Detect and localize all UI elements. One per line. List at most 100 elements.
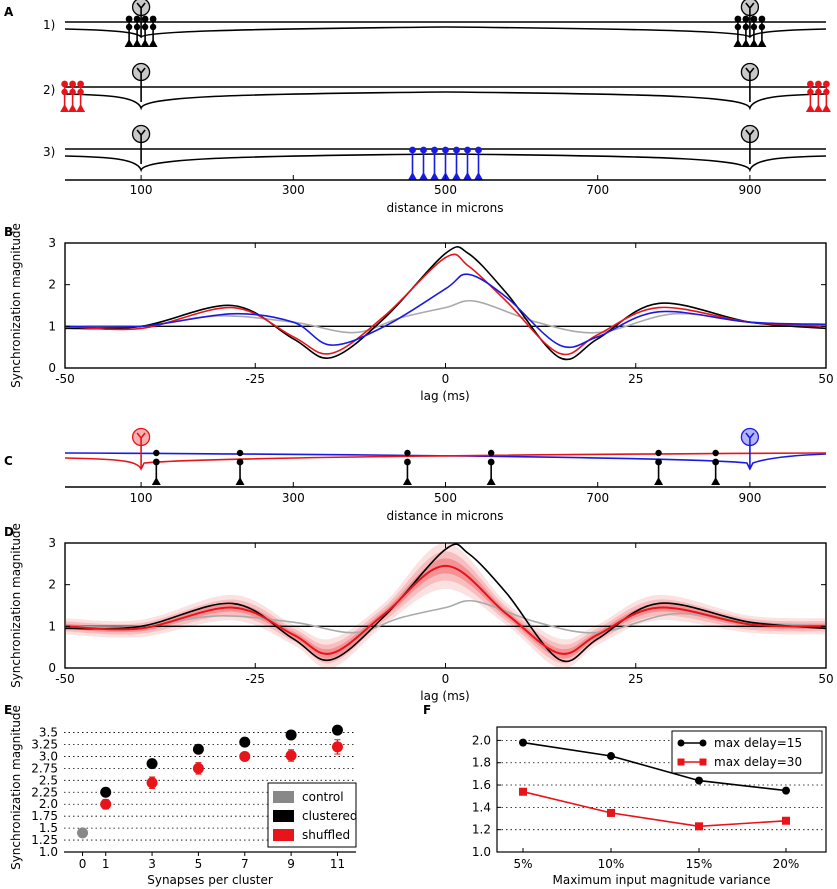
synapse-head-icon bbox=[141, 15, 149, 23]
synapse-icon bbox=[68, 80, 78, 112]
synapse-icon bbox=[486, 458, 496, 485]
synapse-head-icon bbox=[750, 23, 758, 31]
y-tick-label: 1 bbox=[48, 619, 56, 633]
synapse-icon bbox=[749, 15, 759, 47]
synapse-head-icon bbox=[404, 449, 411, 457]
synapse-icon bbox=[463, 146, 472, 180]
series-marker bbox=[607, 808, 615, 817]
synapse-triangle-icon bbox=[132, 39, 142, 47]
y-tick-label: 1.0 bbox=[39, 845, 58, 859]
x-axis-label: distance in microns bbox=[387, 509, 504, 523]
series-marker bbox=[782, 786, 790, 795]
clustered-point bbox=[331, 724, 343, 736]
y-tick-label: 1.6 bbox=[472, 778, 491, 792]
synapse-head-icon bbox=[822, 80, 830, 88]
synapse-head-icon bbox=[69, 88, 76, 96]
x-tick-label: 700 bbox=[586, 491, 609, 505]
x-tick-label: 5 bbox=[195, 857, 203, 871]
x-axis-label: Synapses per cluster bbox=[147, 873, 273, 887]
clustered-point bbox=[285, 729, 297, 741]
synapse-triangle-icon bbox=[463, 172, 472, 180]
y-tick-label: 2 bbox=[48, 578, 56, 592]
row-label: 1) bbox=[43, 18, 55, 32]
dendrite-lower-line bbox=[64, 91, 827, 111]
synapse-triangle-icon bbox=[140, 39, 150, 47]
legend-marker bbox=[677, 758, 685, 766]
synapse-head-icon bbox=[149, 15, 157, 23]
dendrite-icon bbox=[745, 2, 755, 15]
legend-marker bbox=[699, 739, 707, 747]
synapse-head-icon bbox=[742, 15, 750, 23]
legend-swatch bbox=[273, 810, 294, 822]
y-tick-label: 3.5 bbox=[39, 726, 58, 740]
synapse-triangle-icon bbox=[408, 172, 417, 180]
clustered-point bbox=[192, 743, 204, 755]
neuron-icon bbox=[131, 62, 151, 82]
clustered-point bbox=[100, 786, 112, 798]
x-tick-label: 900 bbox=[738, 183, 761, 197]
legend-label: clustered bbox=[302, 809, 358, 823]
x-tick-label: -25 bbox=[245, 372, 265, 386]
series-line-control bbox=[64, 599, 827, 634]
x-axis-label: lag (ms) bbox=[420, 389, 469, 403]
series-line-max-delay-15 bbox=[522, 741, 787, 792]
dendrite-icon bbox=[136, 2, 146, 15]
synapse-head-icon bbox=[453, 146, 460, 154]
row-label: 3) bbox=[43, 145, 55, 159]
synapse-head-icon bbox=[758, 23, 766, 31]
synapse-triangle-icon bbox=[711, 477, 721, 485]
synapse-head-icon bbox=[61, 80, 69, 88]
x-tick-label: 25 bbox=[628, 672, 643, 686]
plot-frame bbox=[64, 242, 827, 369]
neuron-icon bbox=[740, 62, 760, 82]
dendrite-red-line bbox=[64, 452, 827, 471]
dendrite-icon bbox=[745, 67, 755, 80]
neuron-icon bbox=[740, 427, 760, 447]
dendrite-icon bbox=[745, 129, 755, 142]
x-axis-label: lag (ms) bbox=[420, 689, 469, 703]
shuffled-point bbox=[100, 798, 112, 810]
y-tick-label: 2 bbox=[48, 278, 56, 292]
synapse-icon bbox=[151, 458, 161, 485]
x-tick-label: 0 bbox=[442, 672, 450, 686]
synapse-triangle-icon bbox=[757, 39, 767, 47]
synapse-head-icon bbox=[442, 146, 449, 154]
shuffled-point bbox=[146, 777, 158, 789]
panel-letter-C: C bbox=[4, 454, 13, 468]
x-tick-label: 15% bbox=[686, 857, 713, 871]
y-tick-label: 3 bbox=[48, 236, 56, 250]
y-axis-label: Synchronization magnitude bbox=[9, 523, 23, 688]
series-marker bbox=[519, 738, 527, 747]
y-tick-label: 2.5 bbox=[39, 773, 58, 787]
synapse-head-icon bbox=[806, 80, 814, 88]
series-marker bbox=[695, 776, 703, 785]
synapse-head-icon bbox=[734, 15, 742, 23]
synapse-icon bbox=[711, 458, 721, 485]
x-tick-label: 25 bbox=[628, 372, 643, 386]
synapse-head-icon bbox=[236, 458, 244, 466]
row-label: 2) bbox=[43, 83, 55, 97]
synapse-icon bbox=[408, 146, 417, 180]
panel-letter-B: B bbox=[4, 225, 13, 239]
synapse-icon bbox=[805, 80, 815, 112]
x-tick-label: 300 bbox=[282, 491, 305, 505]
synapse-triangle-icon bbox=[235, 477, 245, 485]
synapse-head-icon bbox=[814, 80, 822, 88]
synapse-head-icon bbox=[153, 449, 160, 457]
y-tick-label: 2.75 bbox=[31, 761, 58, 775]
synapse-head-icon bbox=[487, 458, 495, 466]
synapse-head-icon bbox=[409, 146, 416, 154]
synapse-head-icon bbox=[712, 449, 719, 457]
legend-swatch bbox=[273, 829, 294, 841]
x-tick-label: 300 bbox=[282, 183, 305, 197]
dendrite-icon bbox=[136, 129, 146, 142]
y-tick-label: 1 bbox=[48, 319, 56, 333]
synapse-triangle-icon bbox=[124, 39, 134, 47]
y-tick-label: 1.75 bbox=[31, 809, 58, 823]
legend-swatch bbox=[273, 791, 294, 803]
synapse-head-icon bbox=[125, 23, 133, 31]
synapse-head-icon bbox=[149, 23, 157, 31]
series-line-row-2 bbox=[64, 253, 827, 356]
synapse-icon bbox=[821, 80, 831, 112]
